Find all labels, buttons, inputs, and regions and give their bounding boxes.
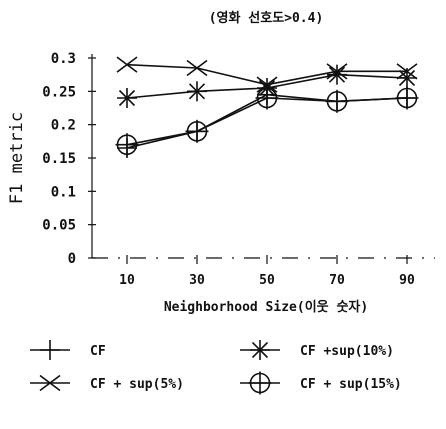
marker-stroke (398, 69, 416, 87)
marker-stroke (188, 83, 206, 100)
series (116, 56, 418, 93)
circle-bar-icon (115, 133, 139, 157)
y-tick-label: 0.3 (51, 51, 76, 67)
x-tick-label: 10 (119, 273, 135, 288)
series-layer (115, 56, 419, 158)
circle-bar-icon (325, 89, 349, 113)
marker-stroke (116, 56, 138, 73)
chart-title: (영화 선호도>0.4) (209, 10, 324, 26)
legend-item: CF + sup(5%) (30, 374, 184, 392)
marker-stroke (328, 66, 346, 83)
legend-item: CF (30, 340, 106, 360)
y-tick-label: 0.05 (42, 218, 76, 234)
y-tick-label: 0.15 (42, 151, 76, 167)
x-cross-icon (39, 374, 61, 392)
marker-stroke (186, 59, 208, 77)
circle-bar-icon (248, 371, 272, 395)
legend-item: CF + sup(15%) (240, 371, 402, 395)
legend-label: CF +sup(10%) (300, 344, 394, 359)
x-tick-label: 90 (399, 273, 415, 288)
x-cross-icon (186, 59, 208, 77)
series (115, 86, 419, 157)
y-tick-label: 0.25 (42, 84, 76, 100)
legend-label: CF + sup(15%) (300, 377, 402, 392)
asterisk-icon (187, 81, 207, 102)
x-cross-icon (116, 56, 138, 73)
legend-label: CF (90, 344, 106, 359)
y-axis-label: F1 metric (7, 112, 27, 204)
asterisk-icon (117, 88, 137, 108)
marker-stroke (326, 63, 348, 80)
circle-bar-icon (185, 119, 209, 143)
plus-icon (40, 340, 60, 360)
marker-stroke (256, 76, 278, 93)
x-cross-icon (256, 76, 278, 93)
marker-stroke (118, 89, 136, 107)
legend-item: CF +sup(10%) (240, 340, 394, 360)
x-cross-icon (326, 63, 348, 80)
marker-stroke (396, 63, 418, 80)
y-tick-label: 0.1 (51, 184, 76, 200)
marker-stroke (251, 341, 269, 359)
legend-label: CF + sup(5%) (90, 377, 184, 392)
x-cross-icon (396, 63, 418, 80)
x-tick-label: 30 (189, 273, 205, 288)
y-tick-label: 0 (68, 251, 76, 267)
x-axis-label: Neighborhood Size(이웃 숫자) (164, 299, 368, 315)
asterisk-icon (327, 64, 347, 85)
x-tick-label: 50 (259, 273, 275, 288)
marker-stroke (39, 374, 61, 392)
asterisk-icon (250, 340, 270, 360)
y-tick-label: 0.2 (51, 118, 76, 134)
legend: CF CF +sup(10%) CF + sup(5%) CF + sup(15%) (30, 340, 402, 395)
x-tick-label: 70 (329, 273, 345, 288)
axes: 0 0.05 0.1 0.15 0.2 0.25 0.3 10 30 50 70 90 (42, 51, 435, 288)
circle-bar-icon (395, 86, 419, 110)
circle-bar-icon (255, 86, 279, 110)
